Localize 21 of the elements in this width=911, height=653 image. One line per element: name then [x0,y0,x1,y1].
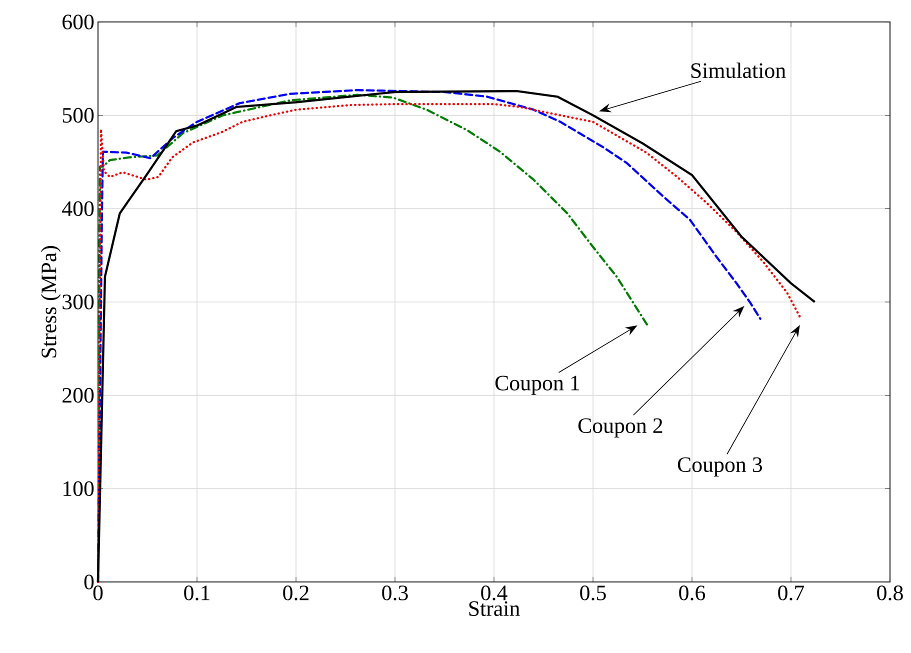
x-tick-label: 0.4 [481,586,508,600]
y-tick-label: 100 [64,481,94,496]
annotation: Coupon 1 [495,376,580,395]
annotation: Simulation [691,62,786,78]
y-tick-label: 600 [62,14,94,30]
x-tick-label: 0.1 [184,586,210,600]
x-tick-label: 0.7 [778,586,804,600]
y-tick-label: 0 [84,574,94,590]
y-axis-title: Stress (MPa) [40,246,61,358]
x-tick-label: 0.8 [877,586,903,600]
x-tick-label: 0.5 [580,586,606,600]
annotation: Coupon 2 [578,418,662,438]
x-tick-label: 0.3 [382,586,408,600]
x-tick-label: 0.2 [283,586,308,600]
y-tick-label: 500 [62,108,94,123]
x-tick-label: 0.6 [679,586,706,600]
x-axis-title: Strain [469,601,520,616]
y-tick-label: 400 [62,201,94,216]
y-tick-label: 300 [62,294,94,310]
y-tick-label: 200 [62,388,94,403]
annotation: Coupon 3 [678,457,762,477]
